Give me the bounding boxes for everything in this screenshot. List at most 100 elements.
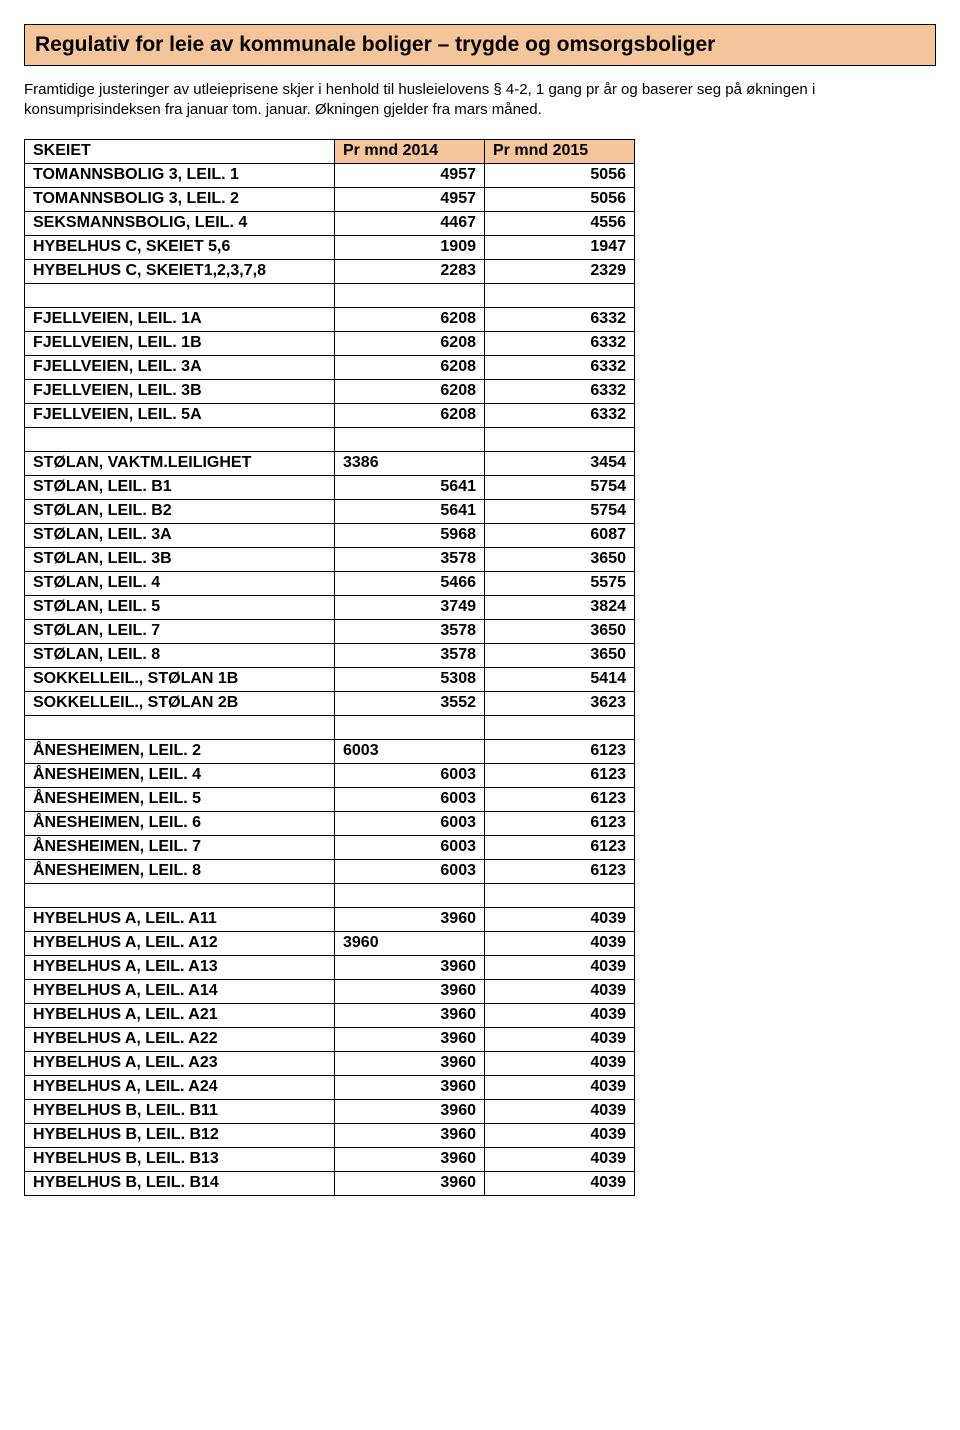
row-label: STØLAN, LEIL. 3A xyxy=(25,523,335,547)
table-row: ÅNESHEIMEN, LEIL. 260036123 xyxy=(25,739,635,763)
row-value-2014: 6003 xyxy=(335,859,485,883)
table-row: STØLAN, VAKTM.LEILIGHET33863454 xyxy=(25,451,635,475)
table-row: ÅNESHEIMEN, LEIL. 860036123 xyxy=(25,859,635,883)
row-value-2015: 3650 xyxy=(485,547,635,571)
row-value-2014: 3960 xyxy=(335,979,485,1003)
row-value-2014: 6208 xyxy=(335,379,485,403)
row-label: ÅNESHEIMEN, LEIL. 8 xyxy=(25,859,335,883)
row-value-2014: 6208 xyxy=(335,355,485,379)
table-row: FJELLVEIEN, LEIL. 5A62086332 xyxy=(25,403,635,427)
row-value-2015: 6123 xyxy=(485,739,635,763)
row-value-2015: 4039 xyxy=(485,1027,635,1051)
row-label: FJELLVEIEN, LEIL. 3B xyxy=(25,379,335,403)
intro-paragraph: Framtidige justeringer av utleieprisene … xyxy=(24,80,924,121)
table-row: TOMANNSBOLIG 3, LEIL. 149575056 xyxy=(25,163,635,187)
row-value-2014: 3960 xyxy=(335,1075,485,1099)
row-value-2014: 3578 xyxy=(335,547,485,571)
header-2014-cell: Pr mnd 2014 xyxy=(335,139,485,163)
row-label: STØLAN, LEIL. 4 xyxy=(25,571,335,595)
table-row: STØLAN, LEIL. B256415754 xyxy=(25,499,635,523)
row-label: ÅNESHEIMEN, LEIL. 5 xyxy=(25,787,335,811)
row-label: STØLAN, LEIL. B2 xyxy=(25,499,335,523)
table-row: STØLAN, LEIL. 735783650 xyxy=(25,619,635,643)
row-value-2014: 6208 xyxy=(335,403,485,427)
row-value-2014: 3960 xyxy=(335,931,485,955)
table-row: HYBELHUS A, LEIL. A1139604039 xyxy=(25,907,635,931)
table-row: HYBELHUS B, LEIL. B1439604039 xyxy=(25,1171,635,1195)
table-spacer-row xyxy=(25,283,635,307)
price-table: SKEIETPr mnd 2014Pr mnd 2015TOMANNSBOLIG… xyxy=(24,139,635,1196)
row-label: FJELLVEIEN, LEIL. 5A xyxy=(25,403,335,427)
row-value-2015: 5575 xyxy=(485,571,635,595)
row-label: HYBELHUS A, LEIL. A12 xyxy=(25,931,335,955)
row-value-2015: 4039 xyxy=(485,1123,635,1147)
table-row: HYBELHUS A, LEIL. A2339604039 xyxy=(25,1051,635,1075)
row-label: SOKKELLEIL., STØLAN 2B xyxy=(25,691,335,715)
row-value-2015: 5754 xyxy=(485,475,635,499)
row-value-2014: 3960 xyxy=(335,1171,485,1195)
header-label-cell: SKEIET xyxy=(25,139,335,163)
row-value-2014: 3960 xyxy=(335,955,485,979)
row-value-2014: 4957 xyxy=(335,163,485,187)
row-value-2014: 6003 xyxy=(335,811,485,835)
table-row: HYBELHUS B, LEIL. B1339604039 xyxy=(25,1147,635,1171)
row-value-2015: 6332 xyxy=(485,403,635,427)
row-value-2015: 4039 xyxy=(485,1171,635,1195)
row-value-2015: 4039 xyxy=(485,955,635,979)
row-label: SEKSMANNSBOLIG, LEIL. 4 xyxy=(25,211,335,235)
row-value-2014: 6208 xyxy=(335,331,485,355)
table-row: SOKKELLEIL., STØLAN 2B35523623 xyxy=(25,691,635,715)
row-value-2015: 1947 xyxy=(485,235,635,259)
row-value-2014: 4957 xyxy=(335,187,485,211)
row-value-2014: 6003 xyxy=(335,739,485,763)
row-value-2014: 6208 xyxy=(335,307,485,331)
table-row: TOMANNSBOLIG 3, LEIL. 249575056 xyxy=(25,187,635,211)
row-label: ÅNESHEIMEN, LEIL. 4 xyxy=(25,763,335,787)
row-value-2015: 3824 xyxy=(485,595,635,619)
table-row: STØLAN, LEIL. 3A59686087 xyxy=(25,523,635,547)
table-row: STØLAN, LEIL. 3B35783650 xyxy=(25,547,635,571)
row-label: HYBELHUS A, LEIL. A14 xyxy=(25,979,335,1003)
table-row: HYBELHUS C, SKEIET 5,619091947 xyxy=(25,235,635,259)
table-row: ÅNESHEIMEN, LEIL. 760036123 xyxy=(25,835,635,859)
row-label: HYBELHUS B, LEIL. B13 xyxy=(25,1147,335,1171)
row-value-2014: 5968 xyxy=(335,523,485,547)
row-value-2014: 3552 xyxy=(335,691,485,715)
row-value-2015: 6123 xyxy=(485,763,635,787)
row-value-2014: 3749 xyxy=(335,595,485,619)
row-value-2015: 6123 xyxy=(485,835,635,859)
table-row: HYBELHUS A, LEIL. A1439604039 xyxy=(25,979,635,1003)
row-value-2015: 2329 xyxy=(485,259,635,283)
row-value-2015: 6332 xyxy=(485,331,635,355)
row-label: STØLAN, LEIL. 5 xyxy=(25,595,335,619)
row-value-2015: 6332 xyxy=(485,379,635,403)
row-label: HYBELHUS C, SKEIET 5,6 xyxy=(25,235,335,259)
row-label: ÅNESHEIMEN, LEIL. 7 xyxy=(25,835,335,859)
table-row: HYBELHUS B, LEIL. B1239604039 xyxy=(25,1123,635,1147)
row-value-2015: 5056 xyxy=(485,187,635,211)
row-label: FJELLVEIEN, LEIL. 1B xyxy=(25,331,335,355)
row-value-2014: 1909 xyxy=(335,235,485,259)
table-row: HYBELHUS A, LEIL. A2439604039 xyxy=(25,1075,635,1099)
row-label: HYBELHUS B, LEIL. B11 xyxy=(25,1099,335,1123)
table-row: STØLAN, LEIL. B156415754 xyxy=(25,475,635,499)
row-value-2015: 4039 xyxy=(485,931,635,955)
table-row: ÅNESHEIMEN, LEIL. 660036123 xyxy=(25,811,635,835)
row-value-2014: 3578 xyxy=(335,643,485,667)
row-value-2014: 3960 xyxy=(335,1099,485,1123)
row-value-2015: 6123 xyxy=(485,811,635,835)
row-label: STØLAN, LEIL. 3B xyxy=(25,547,335,571)
table-row: SEKSMANNSBOLIG, LEIL. 444674556 xyxy=(25,211,635,235)
row-label: STØLAN, LEIL. 8 xyxy=(25,643,335,667)
row-label: HYBELHUS A, LEIL. A11 xyxy=(25,907,335,931)
table-row: FJELLVEIEN, LEIL. 1B62086332 xyxy=(25,331,635,355)
row-label: HYBELHUS A, LEIL. A23 xyxy=(25,1051,335,1075)
table-row: ÅNESHEIMEN, LEIL. 460036123 xyxy=(25,763,635,787)
table-row: FJELLVEIEN, LEIL. 3B62086332 xyxy=(25,379,635,403)
row-label: HYBELHUS A, LEIL. A21 xyxy=(25,1003,335,1027)
row-value-2014: 5308 xyxy=(335,667,485,691)
table-row: ÅNESHEIMEN, LEIL. 560036123 xyxy=(25,787,635,811)
row-label: TOMANNSBOLIG 3, LEIL. 2 xyxy=(25,187,335,211)
row-value-2014: 5466 xyxy=(335,571,485,595)
row-label: ÅNESHEIMEN, LEIL. 2 xyxy=(25,739,335,763)
